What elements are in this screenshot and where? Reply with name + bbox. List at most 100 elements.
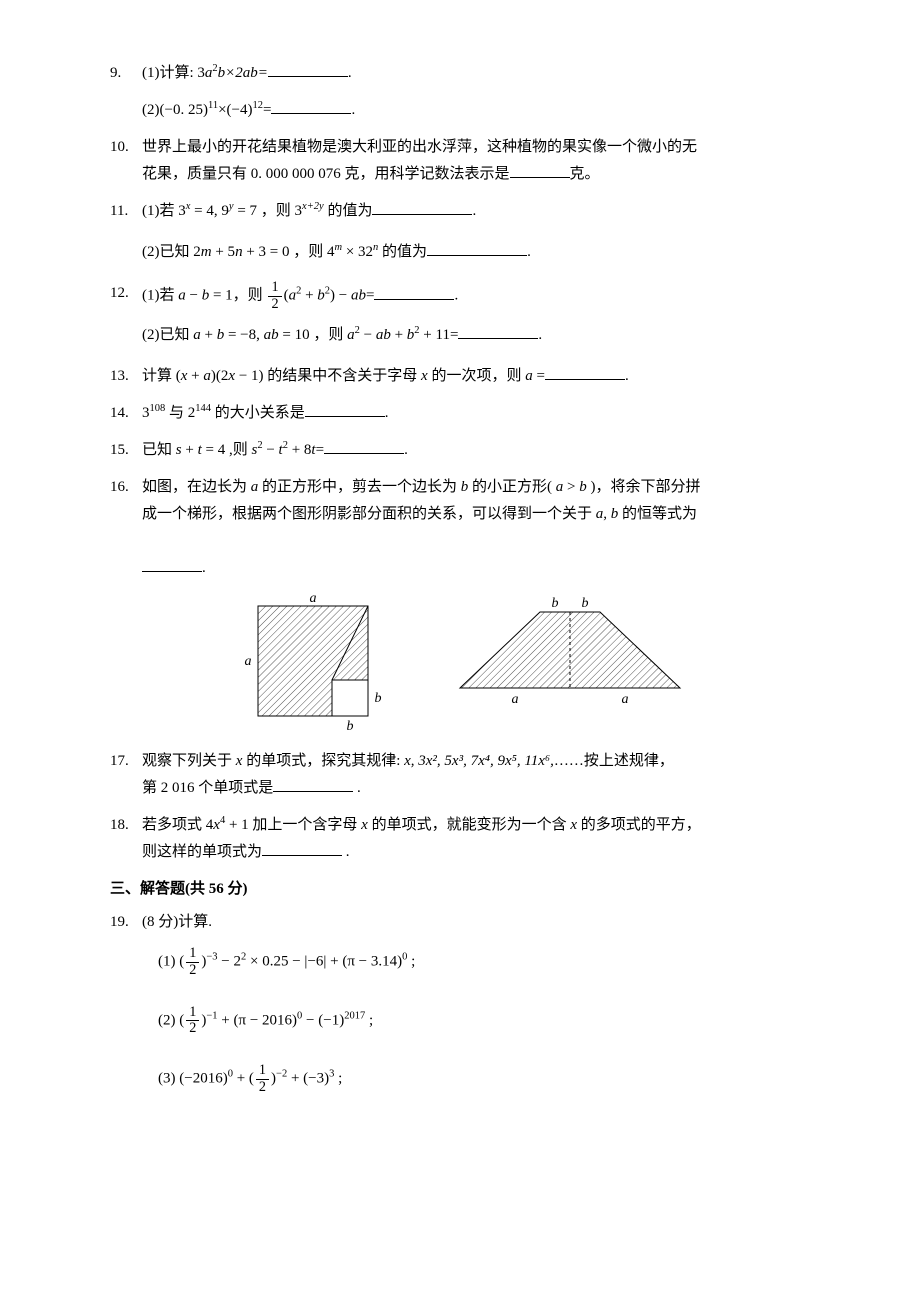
t: 成一个梯形，根据两个图形阴影部分面积的关系，可以得到一个关于	[142, 506, 596, 522]
q12-body: (1)若 a − b = 1，则 12(a2 + b2) − ab=.	[142, 280, 830, 312]
blank	[262, 840, 342, 856]
q18-num: 18.	[110, 812, 142, 866]
blank	[142, 556, 202, 572]
q15-num: 15.	[110, 437, 142, 464]
v: ab	[376, 327, 391, 343]
v: b	[579, 479, 587, 495]
q10-body: 世界上最小的开花结果植物是澳大利亚的出水浮萍，这种植物的果实像一个微小的无 花果…	[142, 134, 830, 188]
figure-square: aabb	[230, 592, 390, 732]
q11-num: 11.	[110, 198, 142, 225]
t: 的值为	[324, 203, 373, 219]
q19-p3: (3) (−2016)0 + (12)−2 + (−3)3 ;	[158, 1063, 830, 1095]
blank	[510, 162, 570, 178]
t: + (−3)	[287, 1071, 329, 1087]
question-13: 13. 计算 (x + a)(2x − 1) 的结果中不含关于字母 x 的一次项…	[110, 363, 830, 390]
q19-body: (8 分)计算.	[142, 909, 830, 936]
t: 第 2 016 个单项式是	[142, 780, 273, 796]
frac-half: 12	[268, 280, 281, 312]
q18-body: 若多项式 4x4 + 1 加上一个含字母 x 的单项式，就能变形为一个含 x 的…	[142, 812, 830, 866]
q10-l2b: 克。	[570, 166, 600, 182]
v: n	[235, 244, 243, 260]
t: + (π − 2016)	[218, 1012, 297, 1028]
t: 的单项式，探究其规律:	[242, 753, 404, 769]
t: >	[563, 479, 579, 495]
svg-text:b: b	[582, 596, 589, 611]
q9-p1-text: (1)计算: 3a2b×2ab=.	[142, 65, 352, 81]
q9-p2: (2)(−0. 25)11×(−4)12=.	[142, 97, 830, 124]
seq: x, 3x², 5x³, 7x⁴, 9x⁵, 11x⁶,	[404, 753, 554, 769]
q12-num: 12.	[110, 280, 142, 312]
v: x	[213, 817, 220, 833]
question-11: 11. (1)若 3x = 4, 9y = 7 ，则 3x+2y 的值为.	[110, 198, 830, 225]
svg-text:b: b	[375, 691, 382, 706]
blank	[427, 240, 527, 256]
t: ……按上述规律，	[554, 753, 674, 769]
t: × 32	[342, 244, 373, 260]
section-3-title: 三、解答题(共 56 分)	[110, 876, 830, 903]
q13-body: 计算 (x + a)(2x − 1) 的结果中不含关于字母 x 的一次项，则 a…	[142, 363, 830, 390]
t: + 1 加上一个含字母	[225, 817, 361, 833]
t: 计算 (	[142, 368, 181, 384]
s: −1	[206, 1010, 217, 1021]
t: +	[187, 368, 203, 384]
q19-p1: (1) (12)−3 − 22 × 0.25 − |−6| + (π − 3.1…	[158, 946, 830, 978]
s: 0	[402, 952, 407, 963]
t: +	[201, 327, 217, 343]
t: + 5	[212, 244, 235, 260]
t: +	[391, 327, 407, 343]
s: 2017	[344, 1010, 365, 1021]
frac: 12	[186, 946, 199, 978]
question-17: 17. 观察下列关于 x 的单项式，探究其规律: x, 3x², 5x³, 7x…	[110, 748, 830, 802]
blank	[545, 364, 625, 380]
t: ) −	[330, 288, 351, 304]
d: 2	[186, 963, 199, 979]
t: 的值为	[378, 244, 427, 260]
t: (3) (−2016)	[158, 1071, 228, 1087]
sup-x2y: x+2y	[302, 201, 324, 212]
t: ,	[603, 506, 611, 522]
question-16: 16. 如图，在边长为 a 的正方形中，剪去一个边长为 b 的小正方形( a >…	[110, 474, 830, 582]
t: 的大小关系是	[211, 405, 305, 421]
t: −	[263, 442, 279, 458]
v: a	[289, 288, 297, 304]
q9-p1-m2: b=	[250, 65, 268, 81]
q9-p1-m1: b×2	[218, 65, 243, 81]
q19-head: (8 分)计算.	[142, 914, 212, 930]
t: = 4 ,则	[202, 442, 252, 458]
t: 的恒等式为	[618, 506, 697, 522]
q10-l2a: 花果，质量只有 0. 000 000 076 克，用科学记数法表示是	[142, 166, 510, 182]
question-14: 14. 3108 与 2144 的大小关系是.	[110, 400, 830, 427]
t: (1) (	[158, 954, 184, 970]
t: − (−1)	[302, 1012, 344, 1028]
t: 则这样的单项式为	[142, 844, 262, 860]
t: = 7 ，则 3	[234, 203, 302, 219]
blank	[324, 438, 404, 454]
t: 与 2	[165, 405, 195, 421]
q13-num: 13.	[110, 363, 142, 390]
t: 3	[142, 405, 150, 421]
q16-num: 16.	[110, 474, 142, 582]
t: = 10 ，则	[279, 327, 347, 343]
v: a	[178, 288, 186, 304]
svg-text:b: b	[552, 596, 559, 611]
t: +	[182, 442, 198, 458]
t: 的多项式的平方，	[577, 817, 701, 833]
v: ab	[264, 327, 279, 343]
t: + (	[233, 1071, 254, 1087]
d: 2	[256, 1080, 269, 1096]
t: +	[301, 288, 317, 304]
question-15: 15. 已知 s + t = 4 ,则 s2 − t2 + 8t=.	[110, 437, 830, 464]
t: =	[366, 288, 374, 304]
t: =	[533, 368, 545, 384]
svg-text:a: a	[310, 592, 317, 606]
q14-num: 14.	[110, 400, 142, 427]
t: 的一次项，则	[428, 368, 526, 384]
question-10: 10. 世界上最小的开花结果植物是澳大利亚的出水浮萍，这种植物的果实像一个微小的…	[110, 134, 830, 188]
t: = 4, 9	[190, 203, 228, 219]
v: a	[525, 368, 533, 384]
s: 3	[329, 1069, 334, 1080]
den: 2	[268, 297, 281, 313]
q12-p2: (2)已知 a + b = −8, ab = 10 ，则 a2 − ab + b…	[142, 322, 830, 349]
q11-p2: (2)已知 2m + 5n + 3 = 0 ，则 4m × 32n 的值为.	[142, 239, 830, 266]
t: 若多项式 4	[142, 817, 213, 833]
